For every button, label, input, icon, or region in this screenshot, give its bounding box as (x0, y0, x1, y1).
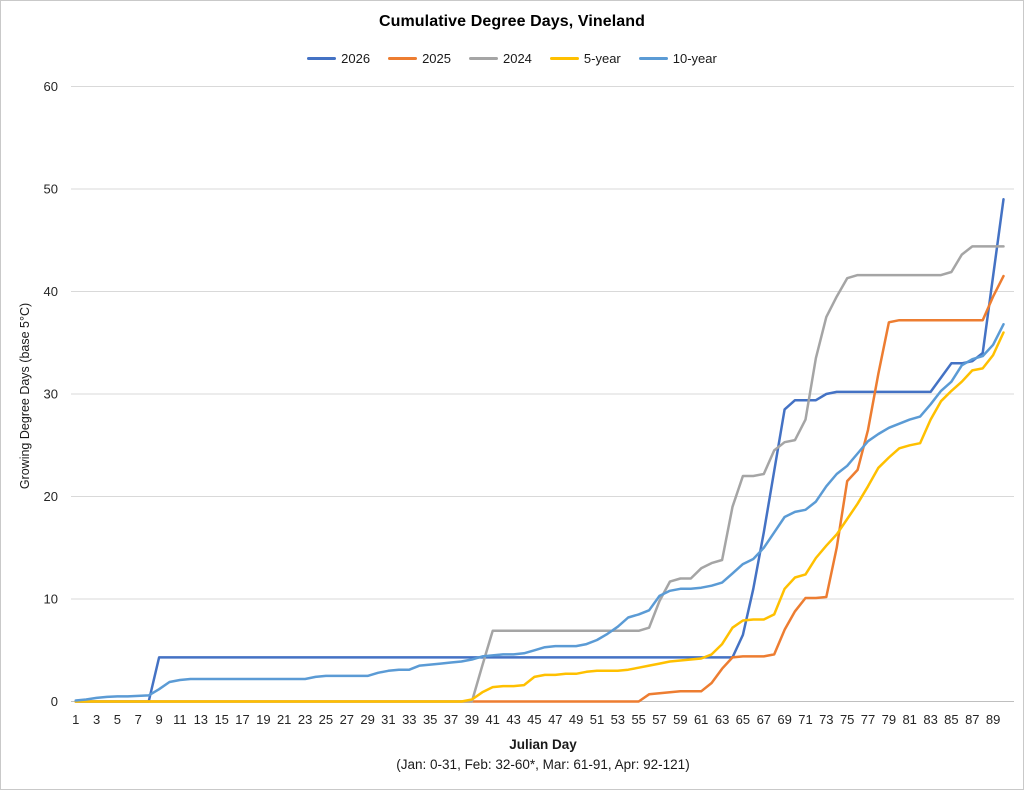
x-tick-label: 41 (485, 712, 499, 727)
x-axis-title: Julian Day (509, 737, 577, 752)
x-tick-label: 33 (402, 712, 416, 727)
series-line-2024 (74, 245, 1005, 703)
x-tick-label: 3 (93, 712, 100, 727)
legend-label: 2026 (341, 50, 371, 66)
y-tick-label: 30 (44, 387, 58, 402)
x-tick-label: 21 (277, 712, 291, 727)
y-tick-label: 40 (44, 284, 58, 299)
series-line-10-year (74, 323, 1005, 702)
x-tick-label: 13 (194, 712, 208, 727)
x-tick-label: 11 (173, 712, 187, 727)
x-tick-label: 51 (590, 712, 604, 727)
x-tick-label: 7 (135, 712, 142, 727)
x-tick-label: 67 (757, 712, 771, 727)
x-tick-label: 83 (923, 712, 937, 727)
x-tick-label: 23 (298, 712, 312, 727)
x-tick-label: 31 (381, 712, 395, 727)
y-tick-label: 50 (44, 182, 58, 197)
x-tick-label: 17 (235, 712, 249, 727)
legend-label: 5-year (583, 50, 621, 66)
x-tick-label: 79 (882, 712, 896, 727)
y-tick-label: 20 (44, 489, 58, 504)
x-tick-label: 25 (319, 712, 333, 727)
x-tick-label: 81 (902, 712, 916, 727)
x-tick-label: 29 (360, 712, 374, 727)
legend-item-2024: 2024 (468, 50, 532, 66)
x-tick-label: 89 (986, 712, 1000, 727)
x-tick-label: 1 (72, 712, 79, 727)
legend-item-10-year: 10-year (638, 50, 717, 66)
y-tick-label: 60 (44, 79, 58, 94)
x-tick-label: 47 (548, 712, 562, 727)
legend: 2026 2025 2024 5-year 10-year (1, 48, 1023, 68)
legend-item-2025: 2025 (388, 51, 451, 66)
legend-label: 2025 (422, 50, 451, 66)
x-axis-subtitle: (Jan: 0-31, Feb: 32-60*, Mar: 61-91, Apr… (396, 757, 690, 772)
x-tick-label: 87 (965, 712, 979, 727)
y-tick-label: 0 (51, 694, 58, 709)
chart-title: Cumulative Degree Days, Vineland (378, 13, 646, 30)
x-tick-label: 55 (631, 712, 645, 727)
x-tick-label: 71 (798, 712, 812, 727)
x-tick-label: 85 (944, 712, 958, 727)
x-tick-label: 57 (652, 712, 666, 727)
x-tick-label: 53 (611, 712, 625, 727)
x-tick-label: 43 (506, 712, 520, 727)
legend-label: 10-year (672, 50, 717, 66)
x-tick-label: 5 (114, 712, 121, 727)
series-line-5-year (74, 331, 1005, 703)
series-line-2026 (74, 198, 1005, 703)
x-tick-label: 61 (694, 712, 708, 727)
x-tick-label: 15 (214, 712, 228, 727)
x-tick-label: 65 (736, 712, 750, 727)
x-tick-label: 73 (819, 712, 833, 727)
series-line-2025 (74, 274, 1005, 703)
x-tick-label: 37 (444, 712, 458, 727)
legend-item-2026: 2026 (307, 51, 370, 66)
x-tick-label: 27 (340, 712, 354, 727)
x-tick-label: 45 (527, 712, 541, 727)
legend-item-5-year: 5-year (549, 50, 621, 66)
legend-swatch-2026 (307, 56, 337, 60)
y-axis-title: Growing Degree Days (base 5°C) (18, 302, 33, 490)
x-tick-label: 39 (465, 712, 479, 727)
legend-swatch-2025 (388, 56, 418, 60)
y-tick-label: 10 (44, 592, 58, 607)
x-tick-label: 69 (777, 712, 791, 727)
legend-swatch-5-year (549, 56, 579, 60)
legend-swatch-2024 (468, 56, 498, 60)
x-tick-label: 9 (155, 712, 162, 727)
x-tick-label: 49 (569, 712, 583, 727)
x-tick-label: 77 (861, 712, 875, 727)
x-tick-label: 75 (840, 712, 854, 727)
x-tick-label: 19 (256, 712, 270, 727)
legend-swatch-10-year (638, 56, 668, 60)
x-tick-label: 59 (673, 712, 687, 727)
x-tick-label: 35 (423, 712, 437, 727)
x-tick-label: 63 (715, 712, 729, 727)
legend-label: 2024 (502, 50, 532, 66)
